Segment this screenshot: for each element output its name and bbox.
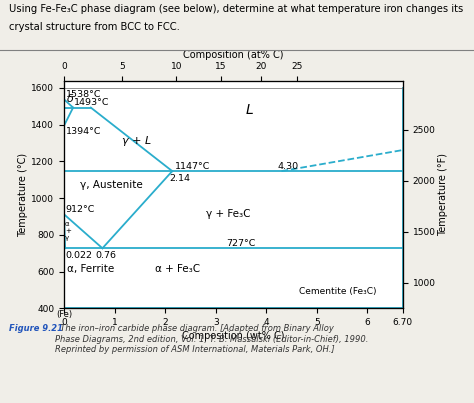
Y-axis label: Temperature (°F): Temperature (°F) <box>438 153 448 236</box>
Text: 727°C: 727°C <box>226 239 255 247</box>
Text: The iron–iron carbide phase diagram. [Adapted from Binary Alloy
Phase Diagrams, : The iron–iron carbide phase diagram. [Ad… <box>55 324 368 354</box>
Text: γ + Fe₃C: γ + Fe₃C <box>206 210 250 219</box>
Y-axis label: Temperature (°C): Temperature (°C) <box>18 152 28 237</box>
Text: 0.76: 0.76 <box>96 251 117 260</box>
Text: 2.14: 2.14 <box>169 174 190 183</box>
X-axis label: Composition (wt% C): Composition (wt% C) <box>182 331 285 341</box>
Text: 0.022: 0.022 <box>65 251 92 260</box>
Text: δ: δ <box>67 93 74 104</box>
Text: 1538°C: 1538°C <box>65 90 101 99</box>
Text: 1493°C: 1493°C <box>74 98 109 107</box>
Text: α
+
γ: α + γ <box>65 221 71 241</box>
Text: 912°C: 912°C <box>65 205 95 214</box>
Text: 4.30: 4.30 <box>277 162 299 170</box>
Text: α + Fe₃C: α + Fe₃C <box>155 264 200 274</box>
Text: L: L <box>246 103 254 116</box>
Text: 1147°C: 1147°C <box>175 162 210 170</box>
Text: γ + L: γ + L <box>122 136 151 146</box>
Text: Using Fe-Fe₃C phase diagram (see below), determine at what temperature iron chan: Using Fe-Fe₃C phase diagram (see below),… <box>9 4 464 14</box>
Text: α, Ferrite: α, Ferrite <box>66 264 114 274</box>
Text: crystal structure from BCC to FCC.: crystal structure from BCC to FCC. <box>9 22 180 32</box>
Text: Figure 9.21: Figure 9.21 <box>9 324 64 333</box>
Text: Cementite (Fe₃C): Cementite (Fe₃C) <box>299 287 377 296</box>
X-axis label: Composition (at% C): Composition (at% C) <box>183 50 284 60</box>
Text: (Fe): (Fe) <box>56 310 72 319</box>
Text: 1394°C: 1394°C <box>65 127 101 135</box>
Text: γ, Austenite: γ, Austenite <box>80 180 143 190</box>
